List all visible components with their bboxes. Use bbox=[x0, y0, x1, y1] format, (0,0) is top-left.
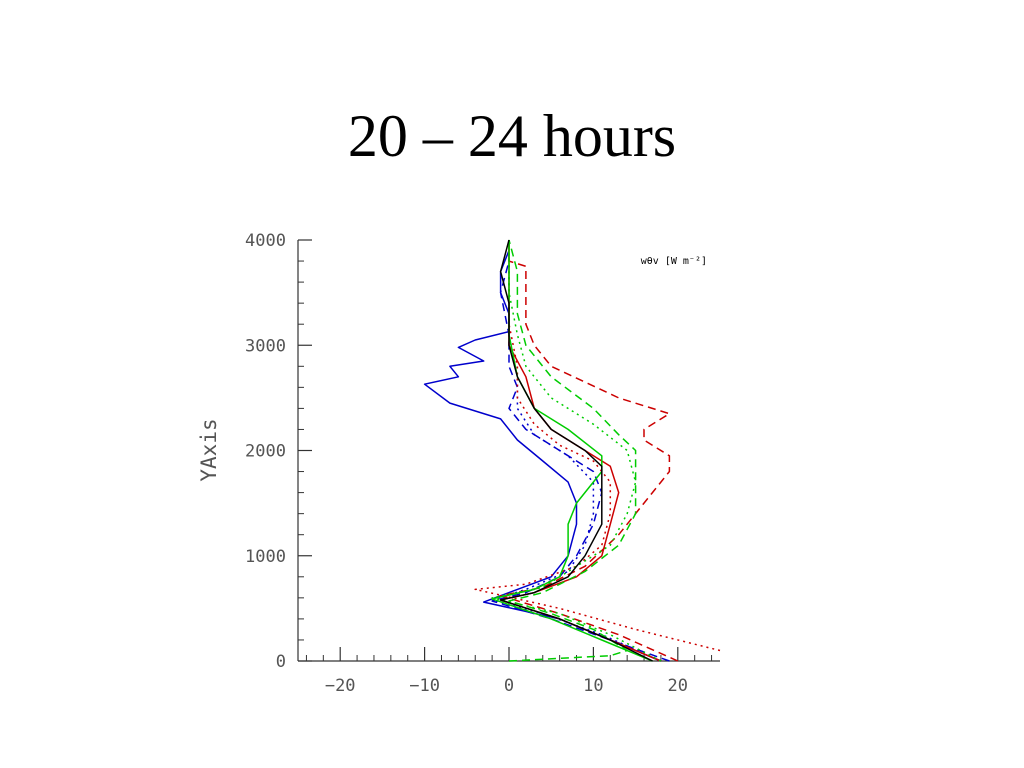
series-line-8 bbox=[508, 239, 637, 662]
y-tick-label: 2000 bbox=[245, 442, 286, 462]
y-tick-label: 4000 bbox=[245, 231, 286, 251]
series-line-7 bbox=[491, 240, 653, 662]
chart-series bbox=[423, 239, 721, 662]
series-line-5 bbox=[499, 240, 679, 662]
series-line-1 bbox=[423, 240, 662, 662]
chart-axes: −20 −10 0 10 20 0 1000 2000 3000 4000 bbox=[245, 231, 720, 696]
series-line-6 bbox=[474, 240, 721, 652]
chart-annotation: wθv [W m⁻²] bbox=[641, 256, 707, 267]
y-tick-label: 1000 bbox=[245, 547, 286, 567]
x-tick-label: −20 bbox=[325, 676, 356, 696]
series-line-2 bbox=[491, 240, 670, 662]
y-tick-label: 0 bbox=[276, 652, 286, 672]
y-axis-label: YAxis bbox=[197, 418, 221, 481]
x-tick-label: −10 bbox=[409, 676, 440, 696]
y-tick-label: 3000 bbox=[245, 336, 286, 356]
series-line-10 bbox=[499, 239, 653, 662]
x-tick-label: 10 bbox=[583, 676, 603, 696]
x-tick-label: 0 bbox=[504, 676, 514, 696]
x-tick-label: 20 bbox=[668, 676, 688, 696]
slide-title: 20 – 24 hours bbox=[347, 103, 677, 169]
